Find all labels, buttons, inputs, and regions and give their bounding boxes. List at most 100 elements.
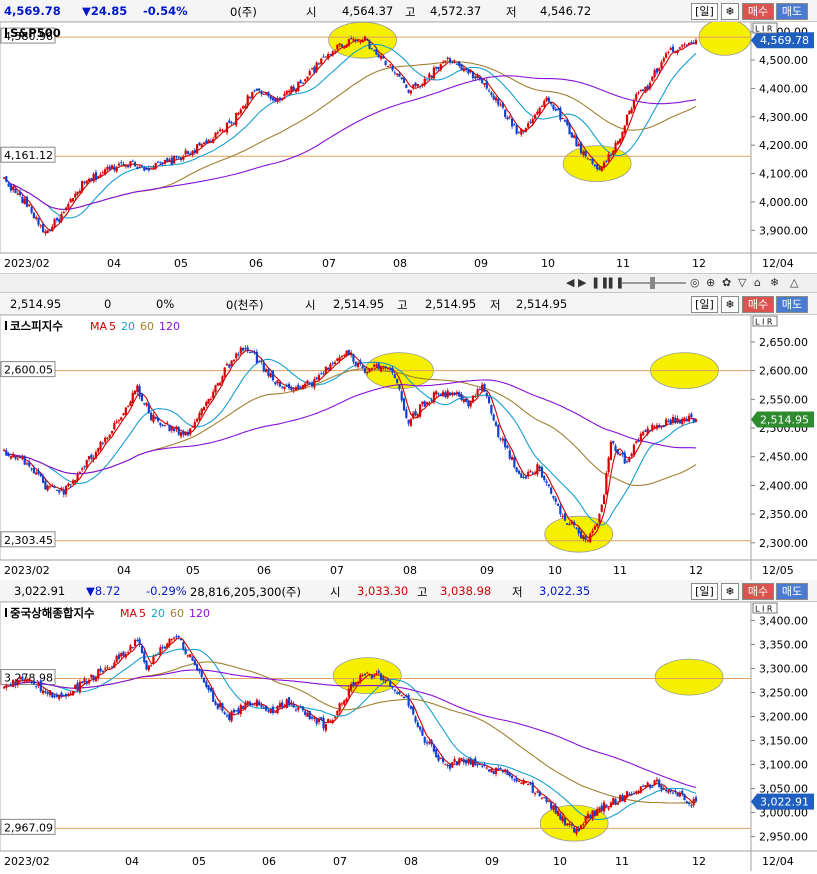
candle-body bbox=[377, 670, 380, 674]
zoom-out-icon[interactable]: ◎ bbox=[690, 276, 700, 289]
candle-body bbox=[561, 117, 564, 119]
candle-body bbox=[483, 383, 486, 392]
candle-body bbox=[138, 639, 141, 645]
settings-icon[interactable]: ❄ bbox=[721, 3, 739, 20]
candle-body bbox=[497, 98, 500, 105]
filter-icon[interactable]: ▽ bbox=[738, 276, 747, 289]
candle-body bbox=[168, 638, 171, 646]
pause2-icon[interactable]: ❚❚ bbox=[606, 276, 625, 289]
candle-body bbox=[225, 363, 229, 366]
candle-body bbox=[683, 44, 686, 46]
candle-body bbox=[237, 708, 240, 714]
candle-body bbox=[559, 505, 562, 515]
current-price-tag bbox=[751, 793, 814, 810]
candle-body bbox=[460, 394, 463, 400]
candle-body bbox=[586, 813, 590, 819]
home-icon[interactable]: ⌂ bbox=[754, 276, 761, 289]
reference-label-box bbox=[0, 531, 56, 548]
pause-icon[interactable]: ❚❚ bbox=[591, 276, 610, 289]
candle-body bbox=[481, 79, 484, 84]
candle-body bbox=[140, 394, 144, 402]
candle-body bbox=[138, 386, 141, 397]
collapse-icon[interactable]: △ bbox=[790, 276, 799, 289]
candle-body bbox=[623, 452, 626, 464]
candle-body bbox=[648, 430, 652, 432]
sell-button[interactable]: 매도 bbox=[776, 583, 808, 600]
x-tick-label: 04 bbox=[125, 855, 139, 868]
candle-body bbox=[299, 706, 302, 708]
candle-body bbox=[646, 782, 649, 787]
candle-body bbox=[182, 156, 185, 160]
candle-body bbox=[32, 680, 35, 685]
candle-body bbox=[320, 717, 323, 720]
candle-body bbox=[520, 473, 523, 478]
candle-body bbox=[515, 125, 518, 134]
candle-body bbox=[531, 472, 534, 474]
candle-body bbox=[241, 347, 245, 351]
candle-body bbox=[529, 471, 532, 473]
candle-body bbox=[354, 39, 357, 42]
settings-icon[interactable]: ❄ bbox=[721, 296, 739, 313]
chart-svg: 2,300.002,350.002,400.002,450.002,500.00… bbox=[0, 314, 817, 580]
candle-body bbox=[253, 90, 256, 92]
candle-body bbox=[147, 168, 150, 171]
candle-body bbox=[327, 53, 330, 59]
candle-body bbox=[439, 758, 442, 760]
scroll-left-icon[interactable]: ◀ bbox=[566, 276, 575, 289]
period-button[interactable]: [일] bbox=[691, 3, 718, 20]
candle-body bbox=[221, 129, 224, 131]
ma-legend-item: 20 bbox=[151, 607, 165, 620]
candle-body bbox=[563, 513, 567, 521]
candle-body bbox=[421, 729, 424, 736]
candle-body bbox=[9, 184, 12, 191]
candle-body bbox=[127, 165, 130, 168]
candle-body bbox=[573, 827, 576, 833]
candle-body bbox=[520, 782, 523, 784]
candle-body bbox=[451, 762, 454, 768]
candle-body bbox=[625, 461, 629, 463]
candle-body bbox=[396, 378, 399, 383]
candle-body bbox=[62, 694, 65, 696]
sell-button[interactable]: 매도 bbox=[776, 296, 808, 313]
candle-body bbox=[533, 114, 537, 119]
candle-body bbox=[248, 352, 252, 354]
shanghai-chart: 2,950.00 3,000.00 3,050.00 3,100.00 3,150.00… bbox=[0, 601, 817, 871]
candle-body bbox=[120, 162, 123, 164]
candle-body bbox=[405, 409, 408, 419]
zoom-slider-thumb[interactable] bbox=[650, 277, 655, 289]
config-icon[interactable]: ❄ bbox=[770, 276, 780, 289]
sell-button[interactable]: 매도 bbox=[776, 3, 808, 20]
buy-button[interactable]: 매수 bbox=[742, 296, 774, 313]
candle-body bbox=[138, 166, 141, 168]
candle-body bbox=[232, 709, 236, 713]
candle-body bbox=[2, 449, 6, 451]
candle-body bbox=[110, 165, 114, 169]
y-tick-label: 4,200.00 bbox=[759, 139, 808, 152]
candle-body bbox=[269, 95, 272, 99]
candle-body bbox=[522, 131, 525, 133]
candle-body bbox=[154, 162, 157, 169]
candle-body bbox=[446, 390, 449, 398]
candle-body bbox=[642, 89, 645, 91]
candle-body bbox=[575, 135, 578, 147]
candle-body bbox=[609, 441, 613, 460]
scroll-right-icon[interactable]: ▶ bbox=[578, 276, 587, 289]
candle-body bbox=[23, 455, 26, 465]
candle-body bbox=[414, 716, 417, 722]
period-button[interactable]: [일] bbox=[691, 583, 718, 600]
period-button[interactable]: [일] bbox=[691, 296, 718, 313]
candle-body bbox=[179, 638, 183, 641]
settings-icon[interactable]: ❄ bbox=[721, 583, 739, 600]
buy-button[interactable]: 매수 bbox=[742, 583, 774, 600]
candle-body bbox=[451, 62, 454, 64]
candle-body bbox=[683, 794, 686, 801]
candle-body bbox=[283, 93, 286, 97]
zoom-in-icon[interactable]: ⊕ bbox=[706, 276, 716, 289]
candle-body bbox=[28, 679, 31, 681]
settings-gear-icon[interactable]: ✿ bbox=[722, 276, 732, 289]
candle-body bbox=[212, 391, 215, 399]
buy-button[interactable]: 매수 bbox=[742, 3, 774, 20]
candle-body bbox=[271, 370, 275, 381]
candle-body bbox=[48, 230, 52, 232]
chart-scrollbar[interactable]: ◀ ▶ ❚❚ ❚❚ ◎ ⊕ ✿ ▽ ⌂ ❄ △ bbox=[0, 273, 817, 293]
